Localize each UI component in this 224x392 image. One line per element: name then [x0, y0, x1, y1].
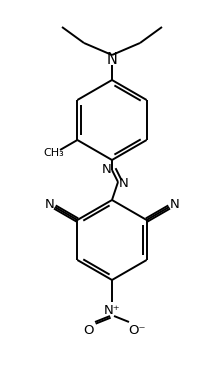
Text: N: N: [119, 176, 129, 189]
Text: CH₃: CH₃: [44, 147, 64, 158]
Text: N: N: [107, 51, 117, 67]
Text: N: N: [45, 198, 54, 211]
Text: O: O: [84, 323, 94, 336]
Text: N⁺: N⁺: [104, 303, 120, 316]
Text: O⁻: O⁻: [128, 323, 146, 336]
Text: N: N: [170, 198, 179, 211]
Text: N: N: [102, 163, 112, 176]
